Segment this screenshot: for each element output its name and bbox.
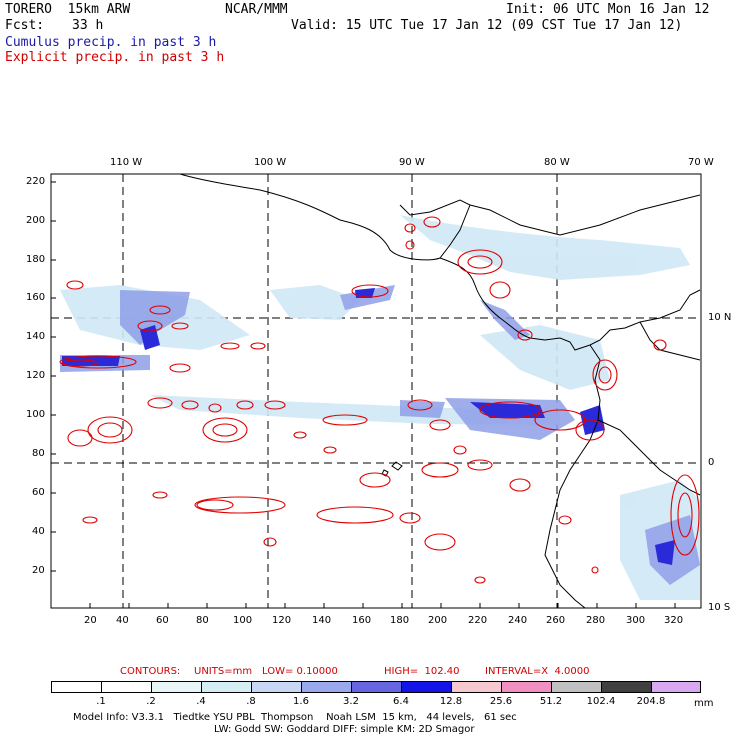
colorbar-cell bbox=[101, 681, 152, 693]
x-tick-label: 120 bbox=[272, 615, 292, 626]
x-tick-label: 40 bbox=[116, 615, 129, 626]
latlon-grid bbox=[51, 174, 701, 608]
valid-time: Valid: 15 UTC Tue 17 Jan 12 (09 CST Tue … bbox=[291, 18, 683, 33]
x-tick-label: 240 bbox=[508, 615, 528, 626]
x-tick-label: 60 bbox=[156, 615, 169, 626]
contours-units: UNITS=mm bbox=[194, 666, 253, 677]
colorbar-label: 204.8 bbox=[636, 696, 666, 707]
colorbar-label: .8 bbox=[246, 696, 256, 707]
x-tick-label: 100 bbox=[233, 615, 253, 626]
contours-low: LOW= 0.10000 bbox=[262, 666, 338, 677]
model-info-line1: Model Info: V3.3.1 Tiedtke YSU PBL Thomp… bbox=[73, 712, 517, 723]
lon-label-110w: 110 W bbox=[110, 157, 143, 168]
colorbar-label: .1 bbox=[96, 696, 106, 707]
y-tick-label: 80 bbox=[32, 448, 45, 459]
contours-interval: INTERVAL=X 4.0000 bbox=[485, 666, 590, 677]
colorbar-units: mm bbox=[694, 698, 714, 709]
colorbar-label: .2 bbox=[146, 696, 156, 707]
lon-label-100w: 100 W bbox=[254, 157, 287, 168]
x-tick-label: 20 bbox=[84, 615, 97, 626]
colorbar-cell bbox=[51, 681, 102, 693]
y-tick-label: 40 bbox=[32, 526, 45, 537]
colorbar-cell bbox=[501, 681, 552, 693]
lat-label-0: 0 bbox=[708, 457, 715, 468]
contours-high: HIGH= 102.40 bbox=[384, 666, 460, 677]
x-tick-label: 140 bbox=[312, 615, 332, 626]
colorbar-label: .4 bbox=[196, 696, 206, 707]
y-tick-label: 100 bbox=[26, 409, 46, 420]
colorbar-cell bbox=[151, 681, 202, 693]
y-tick-label: 20 bbox=[32, 565, 45, 576]
lon-label-80w: 80 W bbox=[544, 157, 570, 168]
lat-label-10n: 10 N bbox=[708, 312, 732, 323]
lat-label-10s: 10 S bbox=[708, 602, 731, 613]
colorbar-cell bbox=[301, 681, 352, 693]
init-time: Init: 06 UTC Mon 16 Jan 12 bbox=[506, 2, 710, 17]
cumulus-heavy-areas bbox=[62, 288, 675, 565]
colorbar-cell bbox=[201, 681, 252, 693]
field-cumulus-label: Cumulus precip. in past 3 h bbox=[5, 35, 217, 50]
colorbar-label: 102.4 bbox=[586, 696, 616, 707]
colorbar-cell bbox=[601, 681, 652, 693]
field-explicit-label: Explicit precip. in past 3 h bbox=[5, 50, 225, 65]
colorbar-label: 25.6 bbox=[489, 696, 513, 707]
colorbar-label: 1.6 bbox=[293, 696, 309, 707]
y-tick-label: 200 bbox=[26, 215, 46, 226]
x-tick-label: 260 bbox=[546, 615, 566, 626]
forecast-label: Fcst: bbox=[5, 18, 45, 33]
colorbar-cell bbox=[551, 681, 602, 693]
model-title: TORERO 15km ARW bbox=[5, 2, 131, 17]
map-frame bbox=[50, 173, 702, 609]
lon-label-70w: 70 W bbox=[688, 157, 714, 168]
y-tick-label: 160 bbox=[26, 292, 46, 303]
colorbar-label: 12.8 bbox=[439, 696, 463, 707]
x-tick-marks bbox=[89, 603, 676, 608]
explicit-precip-contours bbox=[59, 216, 700, 584]
model-info-line2: LW: Godd SW: Goddard DIFF: simple KM: 2D… bbox=[214, 724, 475, 735]
x-tick-label: 280 bbox=[586, 615, 606, 626]
x-tick-label: 80 bbox=[196, 615, 209, 626]
colorbar-cell bbox=[401, 681, 452, 693]
colorbar-cell bbox=[251, 681, 302, 693]
organization-label: NCAR/MMM bbox=[225, 2, 288, 17]
x-tick-label: 320 bbox=[664, 615, 684, 626]
y-tick-label: 220 bbox=[26, 176, 46, 187]
y-tick-marks bbox=[51, 181, 56, 572]
x-tick-label: 200 bbox=[428, 615, 448, 626]
y-tick-label: 180 bbox=[26, 254, 46, 265]
x-tick-label: 300 bbox=[626, 615, 646, 626]
forecast-hour: 33 h bbox=[72, 18, 104, 33]
x-tick-label: 180 bbox=[390, 615, 410, 626]
colorbar-label: 3.2 bbox=[343, 696, 359, 707]
lon-label-90w: 90 W bbox=[399, 157, 425, 168]
y-tick-label: 120 bbox=[26, 370, 46, 381]
colorbar-cell bbox=[451, 681, 502, 693]
y-tick-label: 60 bbox=[32, 487, 45, 498]
contours-label: CONTOURS: bbox=[120, 666, 181, 677]
coastlines bbox=[179, 173, 701, 609]
x-tick-label: 160 bbox=[352, 615, 372, 626]
colorbar-cell bbox=[351, 681, 402, 693]
y-tick-label: 140 bbox=[26, 331, 46, 342]
colorbar-label: 6.4 bbox=[393, 696, 409, 707]
x-tick-label: 220 bbox=[468, 615, 488, 626]
colorbar-cell bbox=[651, 681, 701, 693]
colorbar-label: 51.2 bbox=[539, 696, 563, 707]
